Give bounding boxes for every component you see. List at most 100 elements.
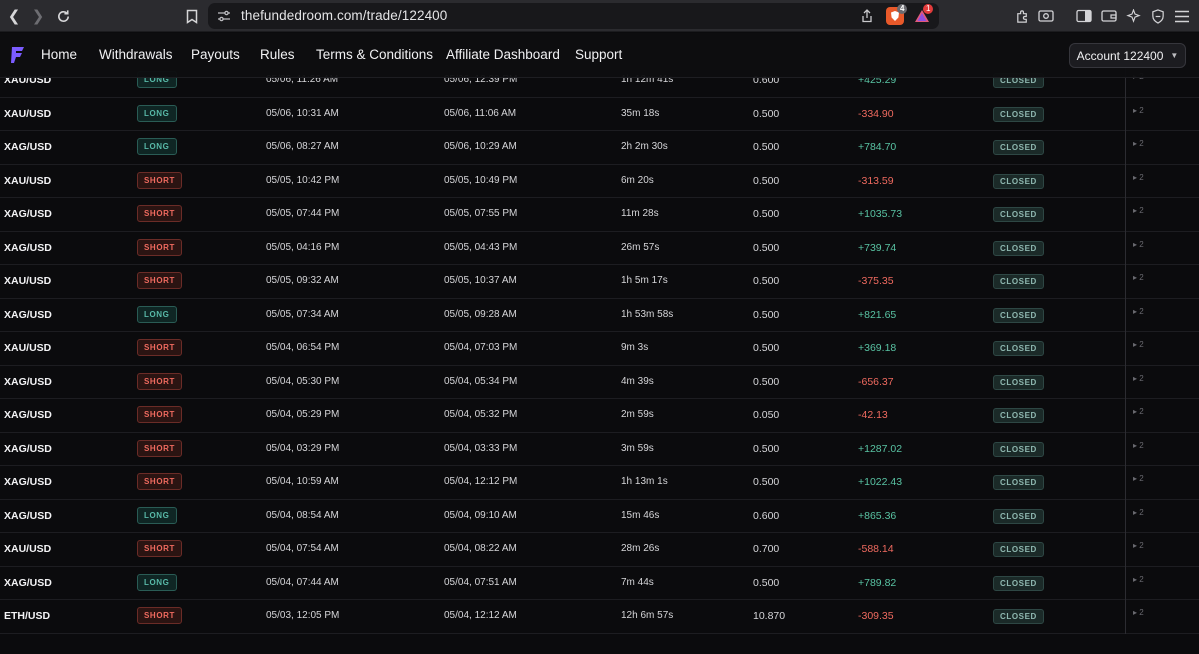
table-row[interactable]: XAG/USD SHORT 05/04, 10:59 AM 05/04, 12:12 … — [0, 466, 1199, 500]
side-badge-text: SHORT — [137, 238, 182, 256]
brave-rewards-icon[interactable]: 1 — [913, 4, 934, 25]
funded-room-logo-icon[interactable] — [9, 45, 27, 65]
row-expand-control[interactable]: ▸ 2 — [1133, 474, 1144, 483]
table-row[interactable]: XAU/USD SHORT 05/05, 09:32 AM 05/05, 10:37 … — [0, 265, 1199, 299]
symbol-cell: XAG/USD — [4, 576, 52, 589]
pnl-cell: +784.70 — [858, 141, 896, 153]
duration-cell: 1h 53m 58s — [621, 308, 674, 320]
open-time-cell: 05/04, 03:29 PM — [266, 442, 340, 454]
row-expand-control[interactable]: ▸ 2 — [1133, 508, 1144, 517]
row-count: 2 — [1139, 139, 1144, 148]
size-cell: 0.500 — [753, 141, 780, 153]
pnl-cell: -309.35 — [858, 610, 894, 622]
table-row[interactable]: XAU/USD SHORT 05/04, 07:54 AM 05/04, 08:22 … — [0, 533, 1199, 567]
nav-payouts[interactable]: Payouts — [191, 47, 240, 62]
pnl-cell: +865.36 — [858, 510, 896, 522]
row-expand-control[interactable]: ▸ 2 — [1133, 608, 1144, 617]
expand-triangle-icon: ▸ — [1133, 373, 1140, 383]
side-badge-text: SHORT — [137, 439, 182, 457]
sidebar-toggle-icon[interactable] — [1074, 6, 1094, 26]
table-row[interactable]: ETH/USD SHORT 05/03, 12:05 PM 05/04, 12:12 … — [0, 600, 1199, 634]
duration-cell: 11m 28s — [621, 208, 659, 219]
expand-triangle-icon: ▸ — [1133, 340, 1140, 349]
side-badge-text: LONG — [137, 573, 177, 591]
table-row[interactable]: XAG/USD LONG 05/06, 08:27 AM 05/06, 10:29 A… — [0, 131, 1199, 165]
row-expand-control[interactable]: ▸ 2 — [1133, 307, 1144, 316]
table-row[interactable]: XAG/USD LONG 05/04, 08:54 AM 05/04, 09:10 A… — [0, 499, 1199, 534]
row-expand-control[interactable]: ▸ 2 — [1133, 173, 1144, 182]
url-text[interactable]: thefundedroom.com/trade/122400 — [241, 8, 448, 23]
row-divider — [1125, 499, 1126, 534]
open-time-cell: 05/04, 06:54 PM — [266, 342, 340, 353]
nav-rules[interactable]: Rules — [260, 47, 295, 62]
open-time-cell: 05/04, 10:59 AM — [266, 476, 339, 487]
back-arrow-icon[interactable]: ❮ — [7, 8, 21, 25]
status-badge-text: CLOSED — [993, 341, 1044, 356]
site-settings-icon[interactable] — [216, 8, 232, 24]
pnl-cell-text: +1035.73 — [858, 208, 903, 220]
menu-icon[interactable] — [1172, 6, 1192, 26]
table-row[interactable]: XAU/USD LONG 05/06, 10:31 AM 05/06, 11:06 A… — [0, 97, 1199, 132]
bookmark-icon[interactable] — [181, 5, 203, 27]
size-cell: 0.500 — [753, 174, 780, 187]
table-row[interactable]: XAU/USD SHORT 05/04, 06:54 PM 05/04, 07:03 … — [0, 332, 1199, 366]
extensions-icon[interactable] — [1012, 6, 1032, 26]
vpn-icon[interactable] — [1148, 6, 1168, 26]
table-row[interactable]: XAG/USD SHORT 05/05, 04:16 PM 05/05, 04:43 … — [0, 231, 1199, 266]
row-expand-control[interactable]: ▸ 2 — [1133, 240, 1144, 249]
table-row[interactable]: XAG/USD LONG 05/05, 07:34 AM 05/05, 09:28 A… — [0, 298, 1199, 333]
close-time-cell: 05/06, 11:06 AM — [444, 107, 517, 119]
close-time-cell: 05/06, 12:39 PM — [444, 74, 518, 85]
browser-toolbar: ❮ ❯ thefundedroom.com/trade/122400 4 1 — [0, 0, 1199, 32]
table-row[interactable]: XAG/USD SHORT 05/04, 05:29 PM 05/04, 05:32 … — [0, 399, 1199, 433]
row-expand-control[interactable]: ▸ 2 — [1133, 541, 1144, 550]
close-time-cell: 05/04, 09:10 AM — [444, 509, 517, 521]
expand-triangle-icon: ▸ — [1133, 440, 1140, 450]
row-expand-control[interactable]: ▸ 2 — [1133, 106, 1144, 115]
nav-support[interactable]: Support — [575, 47, 623, 62]
row-expand-control[interactable]: ▸ 2 — [1133, 340, 1144, 349]
table-row[interactable]: XAG/USD SHORT 05/05, 07:44 PM 05/05, 07:55 … — [0, 198, 1199, 232]
table-row[interactable]: XAU/USD SHORT 05/05, 10:42 PM 05/05, 10:49 … — [0, 164, 1199, 199]
row-expand-control[interactable]: ▸ 2 — [1133, 575, 1144, 584]
reload-icon[interactable] — [52, 5, 74, 27]
row-expand-control[interactable]: ▸ 2 — [1133, 273, 1144, 282]
brave-shields-icon[interactable]: 4 — [886, 4, 908, 25]
address-bar[interactable]: thefundedroom.com/trade/122400 4 1 — [208, 3, 939, 29]
table-row[interactable]: XAG/USD LONG 05/04, 07:44 AM 05/04, 07:51 A… — [0, 566, 1199, 601]
pnl-cell: +821.65 — [858, 309, 896, 321]
row-expand-control[interactable]: ▸ 2 — [1133, 374, 1144, 383]
row-count: 2 — [1139, 373, 1144, 383]
expand-triangle-icon: ▸ — [1133, 239, 1140, 249]
side-badge: SHORT — [137, 406, 182, 423]
size-cell: 0.600 — [753, 509, 780, 522]
row-expand-control[interactable]: ▸ 2 — [1133, 441, 1144, 450]
row-count: 2 — [1139, 574, 1144, 584]
account-selector[interactable]: Account 122400 ▼ — [1069, 43, 1186, 68]
nav-affiliate-dashboard[interactable]: Affiliate Dashboard — [446, 47, 560, 62]
screenshot-icon[interactable] — [1036, 6, 1056, 26]
side-badge-text: SHORT — [137, 205, 182, 222]
duration-cell: 1h 13m 1s — [621, 476, 668, 487]
side-badge-text: SHORT — [137, 540, 182, 557]
row-count: 2 — [1139, 440, 1144, 450]
wallet-icon[interactable] — [1099, 6, 1119, 26]
duration-cell: 4m 39s — [621, 375, 654, 387]
nav-terms[interactable]: Terms & Conditions — [316, 47, 434, 62]
row-count: 2 — [1139, 306, 1144, 316]
table-row[interactable]: XAG/USD SHORT 05/04, 05:30 PM 05/04, 05:34 … — [0, 365, 1199, 400]
row-expand-control[interactable]: ▸ 2 — [1133, 139, 1144, 148]
row-expand-control[interactable]: ▸ 2 — [1133, 206, 1144, 215]
nav-home[interactable]: Home — [41, 47, 78, 62]
leo-ai-icon[interactable] — [1123, 6, 1143, 26]
row-divider — [1125, 164, 1126, 199]
side-badge: SHORT — [137, 272, 182, 289]
close-time-cell: 05/06, 10:29 AM — [444, 141, 517, 152]
table-row[interactable]: XAG/USD SHORT 05/04, 03:29 PM 05/04, 03:33 … — [0, 432, 1199, 467]
share-icon[interactable] — [858, 7, 876, 25]
nav-withdrawals[interactable]: Withdrawals — [99, 47, 173, 62]
side-badge: SHORT — [137, 439, 182, 457]
row-expand-control[interactable]: ▸ 2 — [1133, 407, 1144, 416]
forward-arrow-icon[interactable]: ❯ — [31, 8, 45, 25]
expand-triangle-icon: ▸ — [1133, 105, 1140, 115]
